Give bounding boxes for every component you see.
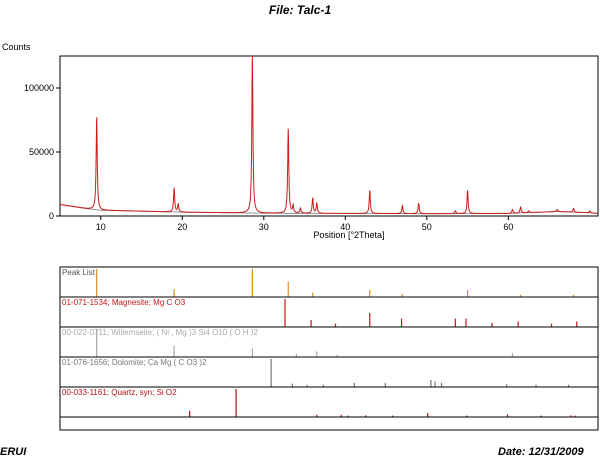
y-axis-label: Counts	[2, 42, 31, 52]
main-plot-axes: 0 50000 100000 10 20 30 40 50 60 Counts Position […	[2, 42, 513, 240]
x-axis-label: Position [°2Theta]	[313, 230, 384, 240]
x-tick-label: 40	[340, 222, 350, 232]
x-tick-label: 50	[422, 222, 432, 232]
pattern-line	[59, 55, 598, 215]
reference-row-label: 01-071-1534; Magnesite; Mg C O3	[62, 298, 186, 307]
reference-patterns-panel: Peak List 01-071-1534; Magnesite; Mg C O3…	[59, 266, 599, 431]
main-plot-frame	[59, 55, 599, 217]
reference-row-label: 00-033-1161; Quartz, syn; Si O2	[62, 388, 177, 397]
main-plot-lines	[59, 55, 598, 215]
y-tick-label: 100000	[24, 83, 54, 93]
footer-date: Date: 12/31/2009	[498, 446, 584, 458]
reference-row-label: 01-076-1656; Dolomite; Ca Mg ( C O3 )2	[62, 358, 207, 367]
reference-row-frame	[59, 266, 599, 298]
x-tick-label: 10	[96, 222, 106, 232]
main-plot-border	[59, 55, 599, 217]
reference-bottom-band	[59, 416, 599, 431]
reference-row-label: 00-022-0711; Willemseite; ( Ni , Mg )3 S…	[62, 328, 258, 337]
footer-left: ERUI	[0, 446, 27, 458]
x-tick-label: 60	[503, 222, 513, 232]
reference-row-label: Peak List	[62, 268, 96, 277]
y-tick-label: 50000	[29, 147, 54, 157]
y-tick-label: 0	[49, 211, 54, 221]
x-tick-label: 30	[259, 222, 269, 232]
x-tick-label: 20	[177, 222, 187, 232]
chart-title: File: Talc-1	[268, 3, 332, 17]
